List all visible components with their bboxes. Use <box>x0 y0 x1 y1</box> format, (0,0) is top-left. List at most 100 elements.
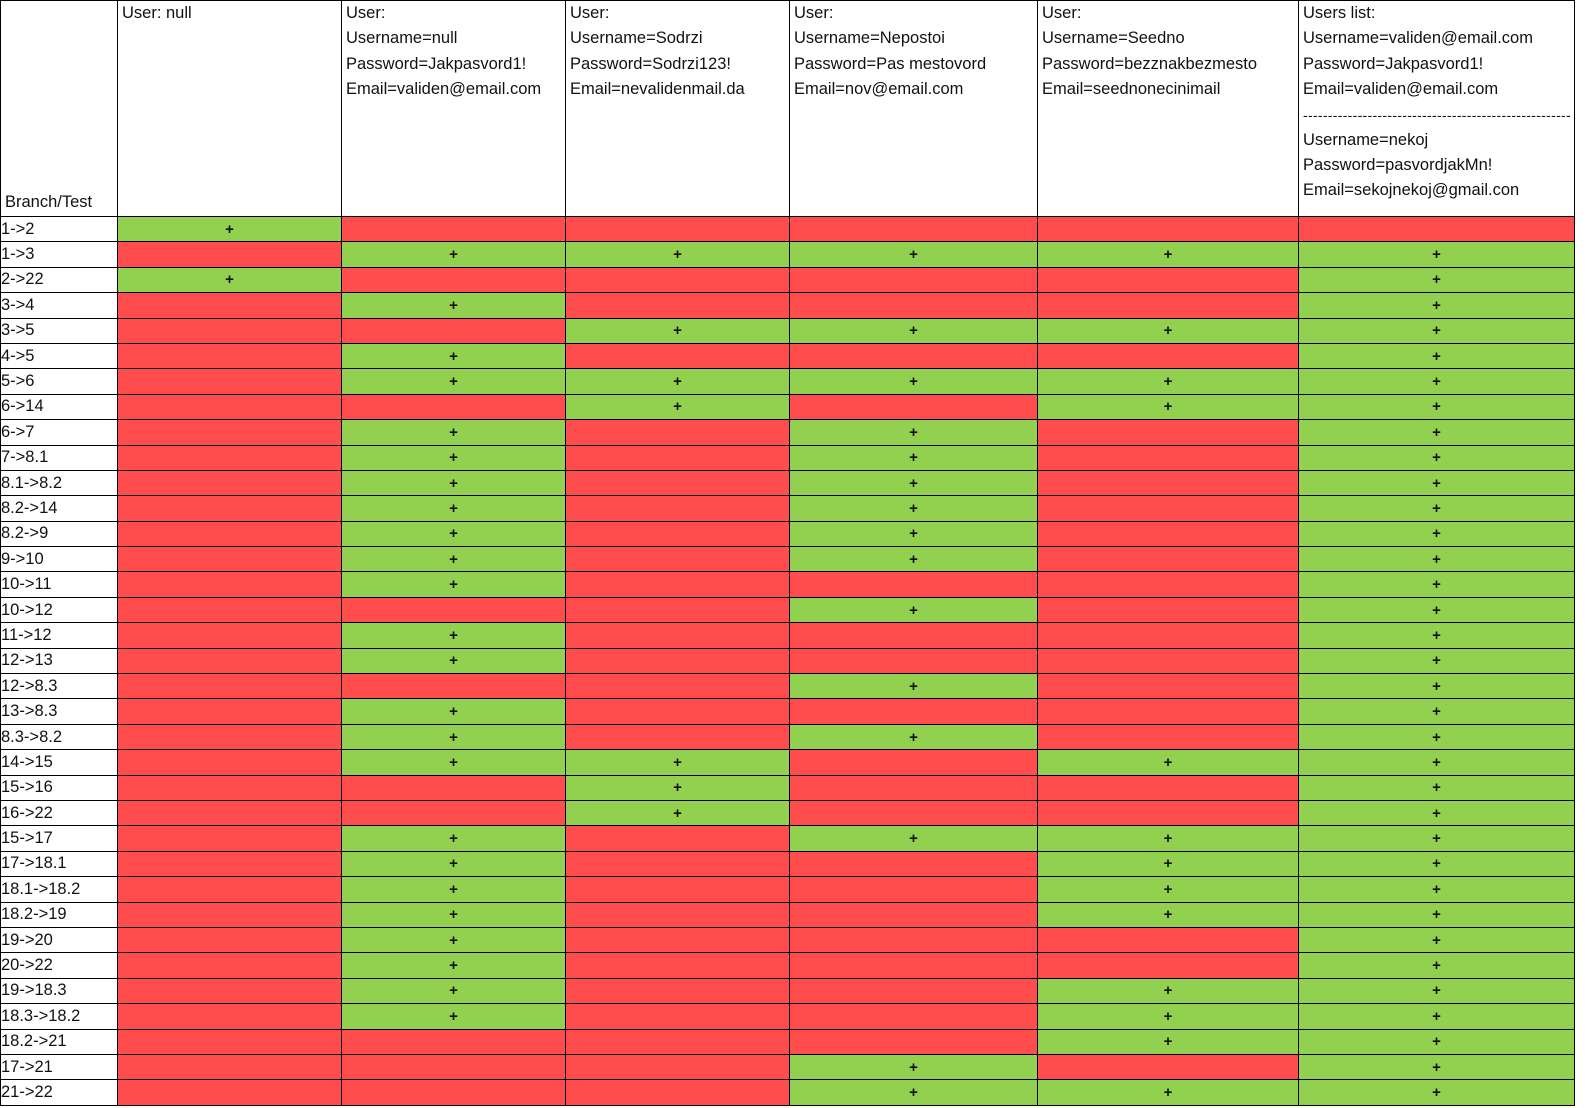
branch-label-cell[interactable]: 16->22 <box>0 799 118 827</box>
covered-cell[interactable]: + <box>341 622 566 649</box>
uncovered-cell[interactable] <box>565 1003 790 1030</box>
covered-cell[interactable]: + <box>789 520 1038 548</box>
covered-cell[interactable]: + <box>789 1079 1038 1106</box>
covered-cell[interactable]: + <box>1298 977 1575 1005</box>
branch-label-cell[interactable]: 19->20 <box>0 926 118 954</box>
branch-label-cell[interactable]: 8.1->8.2 <box>0 469 118 497</box>
uncovered-cell[interactable] <box>117 622 342 649</box>
uncovered-cell[interactable] <box>565 596 790 624</box>
covered-cell[interactable]: + <box>1037 825 1299 852</box>
covered-cell[interactable]: + <box>341 292 566 319</box>
uncovered-cell[interactable] <box>1037 571 1299 598</box>
branch-label-cell[interactable]: 1->2 <box>0 215 118 243</box>
covered-cell[interactable]: + <box>789 825 1038 852</box>
uncovered-cell[interactable] <box>117 850 342 878</box>
covered-cell[interactable]: + <box>341 952 566 979</box>
covered-cell[interactable]: + <box>341 1003 566 1030</box>
uncovered-cell[interactable] <box>117 292 342 319</box>
uncovered-cell[interactable] <box>117 419 342 446</box>
covered-cell[interactable]: + <box>1037 1003 1299 1030</box>
uncovered-cell[interactable] <box>117 368 342 395</box>
uncovered-cell[interactable] <box>1037 342 1299 370</box>
branch-label-cell[interactable]: 13->8.3 <box>0 698 118 725</box>
covered-cell[interactable]: + <box>341 520 566 548</box>
covered-cell[interactable]: + <box>1298 825 1575 852</box>
covered-cell[interactable]: + <box>341 926 566 954</box>
covered-cell[interactable]: + <box>1037 317 1299 344</box>
uncovered-cell[interactable] <box>1037 723 1299 751</box>
branch-label-cell[interactable]: 17->21 <box>0 1053 118 1081</box>
uncovered-cell[interactable] <box>341 596 566 624</box>
covered-cell[interactable]: + <box>1037 876 1299 903</box>
branch-label-cell[interactable]: 3->4 <box>0 292 118 319</box>
uncovered-cell[interactable] <box>1037 292 1299 319</box>
covered-cell[interactable]: + <box>341 419 566 446</box>
uncovered-cell[interactable] <box>1298 215 1575 243</box>
uncovered-cell[interactable] <box>341 799 566 827</box>
uncovered-cell[interactable] <box>789 799 1038 827</box>
branch-label-cell[interactable]: 10->12 <box>0 596 118 624</box>
branch-label-cell[interactable]: 8.2->9 <box>0 520 118 548</box>
covered-cell[interactable]: + <box>789 723 1038 751</box>
uncovered-cell[interactable] <box>1037 622 1299 649</box>
header-cell-test-4[interactable]: User: Username=Nepostoi Password=Pas mes… <box>789 0 1038 217</box>
uncovered-cell[interactable] <box>341 673 566 700</box>
branch-label-cell[interactable]: 18.2->19 <box>0 901 118 928</box>
covered-cell[interactable]: + <box>1037 1028 1299 1055</box>
covered-cell[interactable]: + <box>789 495 1038 522</box>
covered-cell[interactable]: + <box>565 774 790 801</box>
uncovered-cell[interactable] <box>789 749 1038 776</box>
covered-cell[interactable]: + <box>789 368 1038 395</box>
uncovered-cell[interactable] <box>1037 419 1299 446</box>
covered-cell[interactable]: + <box>1298 799 1575 827</box>
uncovered-cell[interactable] <box>565 901 790 928</box>
branch-label-cell[interactable]: 21->22 <box>0 1079 118 1106</box>
branch-label-cell[interactable]: 12->8.3 <box>0 673 118 700</box>
covered-cell[interactable]: + <box>565 799 790 827</box>
uncovered-cell[interactable] <box>565 926 790 954</box>
uncovered-cell[interactable] <box>565 495 790 522</box>
uncovered-cell[interactable] <box>565 520 790 548</box>
uncovered-cell[interactable] <box>117 546 342 573</box>
uncovered-cell[interactable] <box>117 876 342 903</box>
uncovered-cell[interactable] <box>565 1028 790 1055</box>
covered-cell[interactable]: + <box>341 901 566 928</box>
covered-cell[interactable]: + <box>341 571 566 598</box>
uncovered-cell[interactable] <box>117 774 342 801</box>
uncovered-cell[interactable] <box>565 215 790 243</box>
header-cell-test-2[interactable]: User: Username=null Password=Jakpasvord1… <box>341 0 566 217</box>
branch-label-cell[interactable]: 12->13 <box>0 647 118 675</box>
covered-cell[interactable]: + <box>341 241 566 268</box>
covered-cell[interactable]: + <box>341 850 566 878</box>
covered-cell[interactable]: + <box>1298 850 1575 878</box>
covered-cell[interactable]: + <box>1037 241 1299 268</box>
covered-cell[interactable]: + <box>1298 469 1575 497</box>
covered-cell[interactable]: + <box>789 469 1038 497</box>
uncovered-cell[interactable] <box>789 1003 1038 1030</box>
covered-cell[interactable]: + <box>341 368 566 395</box>
uncovered-cell[interactable] <box>789 342 1038 370</box>
covered-cell[interactable]: + <box>1298 1079 1575 1106</box>
branch-label-cell[interactable]: 20->22 <box>0 952 118 979</box>
uncovered-cell[interactable] <box>1037 266 1299 294</box>
covered-cell[interactable]: + <box>1037 368 1299 395</box>
uncovered-cell[interactable] <box>341 1028 566 1055</box>
covered-cell[interactable]: + <box>1298 495 1575 522</box>
covered-cell[interactable]: + <box>789 241 1038 268</box>
covered-cell[interactable]: + <box>341 647 566 675</box>
uncovered-cell[interactable] <box>789 876 1038 903</box>
branch-label-cell[interactable]: 19->18.3 <box>0 977 118 1005</box>
uncovered-cell[interactable] <box>565 977 790 1005</box>
branch-label-cell[interactable]: 8.3->8.2 <box>0 723 118 751</box>
covered-cell[interactable]: + <box>1298 723 1575 751</box>
uncovered-cell[interactable] <box>565 419 790 446</box>
covered-cell[interactable]: + <box>1298 1003 1575 1030</box>
uncovered-cell[interactable] <box>1037 520 1299 548</box>
covered-cell[interactable]: + <box>341 723 566 751</box>
covered-cell[interactable]: + <box>1298 673 1575 700</box>
covered-cell[interactable]: + <box>341 444 566 471</box>
uncovered-cell[interactable] <box>1037 774 1299 801</box>
covered-cell[interactable]: + <box>1298 749 1575 776</box>
covered-cell[interactable]: + <box>789 317 1038 344</box>
branch-label-cell[interactable]: 18.3->18.2 <box>0 1003 118 1030</box>
